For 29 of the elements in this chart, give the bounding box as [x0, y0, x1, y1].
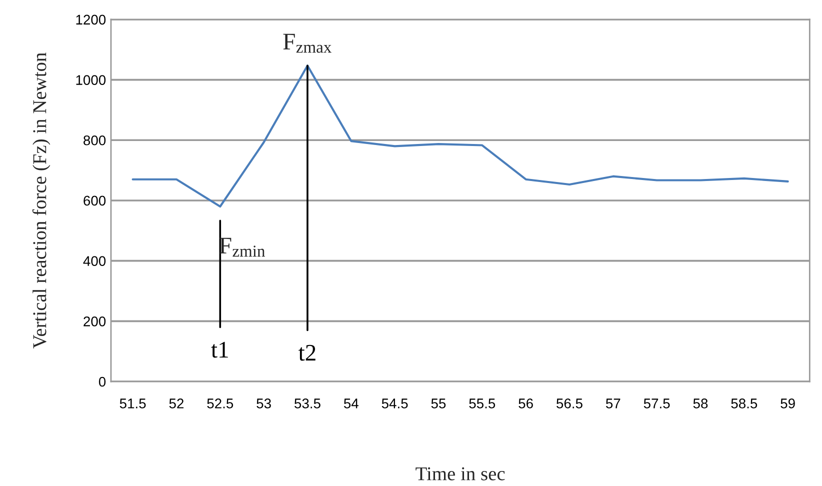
x-tick-label: 52.5: [207, 398, 234, 408]
annotation: F$_{zmax}$: [283, 34, 332, 53]
y-tick-label: 400: [83, 256, 106, 266]
x-axis-title: Time in sec: [416, 467, 505, 480]
x-tick-label: 56: [518, 398, 533, 408]
x-tick-label: 53.5: [294, 398, 320, 408]
x-tick-label: 54: [344, 398, 358, 408]
x-tick-label: 54.5: [382, 398, 408, 408]
y-axis-title: Vertical reaction force (Fz) in Newton: [32, 52, 50, 348]
x-tick-label: 53: [256, 398, 271, 408]
x-tick-label: 52: [169, 398, 184, 408]
y-tick-label: 1000: [76, 75, 106, 85]
y-tick-label: 0: [98, 376, 106, 387]
y-tick-label: 800: [84, 135, 106, 146]
x-tick-label: 57.5: [644, 398, 670, 408]
x-tick-label: 57: [606, 398, 620, 408]
x-tick-label: 59: [780, 398, 795, 408]
x-tick-label: 58.5: [731, 398, 758, 408]
y-tick-label: 200: [84, 316, 106, 326]
x-tick-label: 56.5: [556, 398, 582, 408]
x-tick-label: 55.5: [469, 398, 496, 408]
y-tick-label: 1200: [76, 14, 106, 25]
x-tick-label: 51.5: [120, 398, 146, 408]
line-series: [132, 64, 789, 208]
series-label: t1: [211, 342, 228, 358]
y-tick-label: 600: [84, 196, 106, 206]
series-label: t2: [298, 344, 316, 361]
x-tick-label: 58: [693, 398, 708, 408]
x-tick-label: 55: [431, 398, 446, 408]
